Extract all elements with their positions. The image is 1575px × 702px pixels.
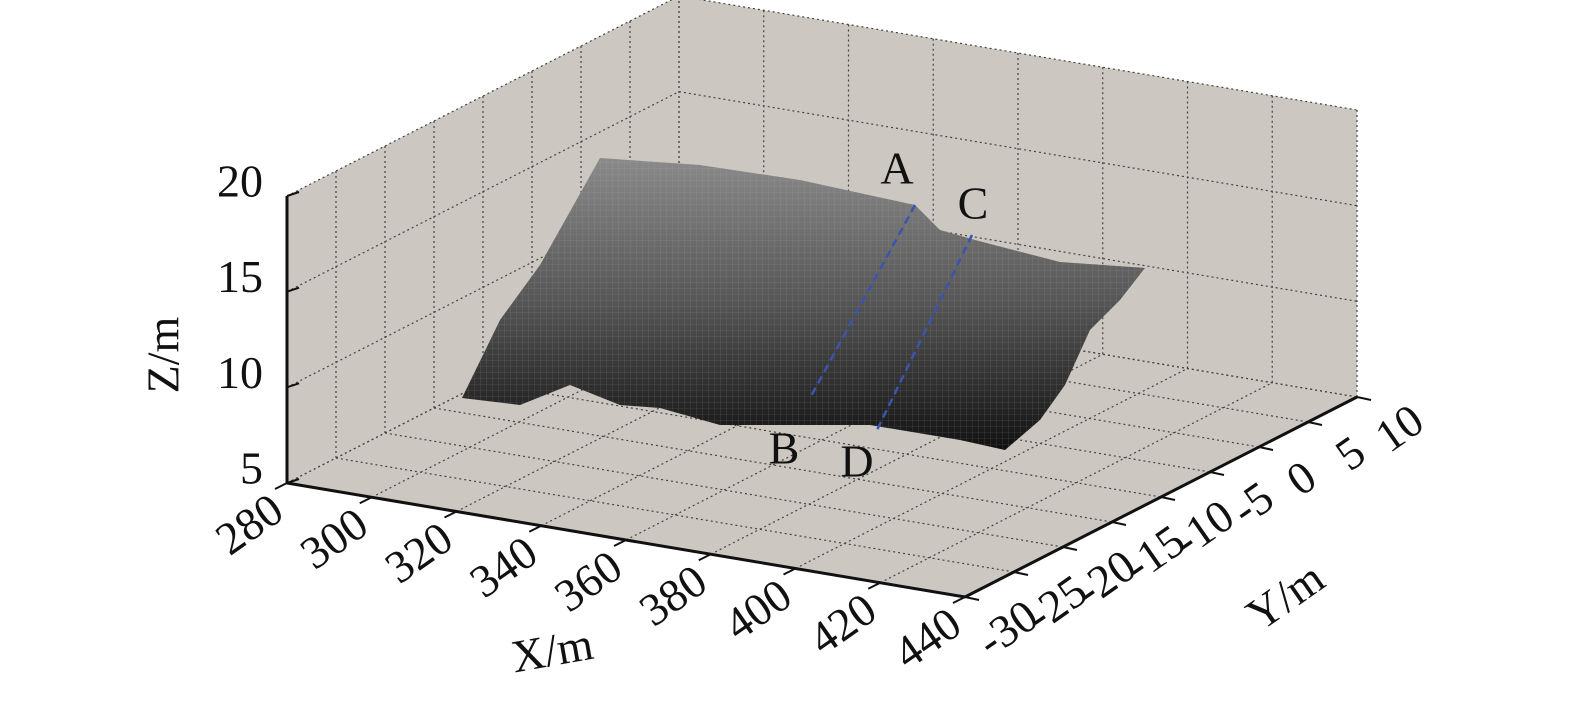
annotation: A: [880, 143, 913, 194]
y-tick-label: 10: [1366, 394, 1433, 462]
grid-line: [286, 0, 673, 197]
y-tick: [1062, 546, 1078, 551]
x-tick: [444, 510, 457, 519]
annotation: D: [840, 436, 873, 487]
y-tick-label: 0: [1277, 450, 1325, 505]
surface-texture: [462, 158, 1145, 450]
x-tick-label: 400: [715, 569, 801, 650]
x-axis-label: X/m: [507, 618, 597, 682]
y-tick: [1111, 521, 1127, 526]
x-tick: [867, 581, 881, 590]
x-tick-label: 320: [376, 512, 462, 593]
z-tick-label: 5: [240, 443, 263, 494]
grid-line: [286, 91, 680, 293]
y-tick: [1160, 496, 1176, 501]
x-tick: [952, 596, 966, 604]
section-line: [808, 204, 917, 399]
z-tick: [286, 191, 300, 197]
x-tick-label: 280: [206, 483, 292, 564]
x-tick-label: 380: [630, 555, 716, 636]
x-tick: [274, 482, 288, 490]
x-tick: [359, 496, 373, 505]
y-tick: [1258, 446, 1274, 451]
section-line: [875, 234, 974, 431]
z-tick: [286, 382, 300, 389]
z-tick-label: 10: [217, 347, 263, 398]
annotation: B: [769, 423, 800, 474]
x-tick: [613, 539, 627, 547]
z-tick: [286, 286, 300, 293]
x-tick-label: 340: [461, 526, 547, 607]
x-tick: [528, 524, 542, 533]
annotation: C: [958, 178, 989, 229]
x-tick: [783, 567, 796, 576]
y-tick: [1356, 396, 1372, 401]
x-tick: [698, 553, 712, 562]
y-tick: [1307, 421, 1323, 426]
x-tick-label: 420: [800, 583, 886, 664]
z-tick-label: 15: [217, 251, 263, 302]
z-tick: [286, 478, 300, 484]
surface: [462, 158, 1145, 450]
x-tick-label: 440: [884, 597, 970, 678]
y-tick: [1209, 471, 1225, 476]
y-tick: [964, 596, 980, 601]
x-tick-label: 300: [291, 498, 377, 579]
z-tick-label: 20: [217, 156, 263, 207]
y-tick-label: 5: [1326, 425, 1374, 480]
y-tick: [1013, 571, 1029, 576]
x-tick-label: 360: [545, 540, 631, 621]
y-axis-label: Y/m: [1237, 551, 1333, 640]
z-axis-label: Z/m: [138, 316, 189, 393]
